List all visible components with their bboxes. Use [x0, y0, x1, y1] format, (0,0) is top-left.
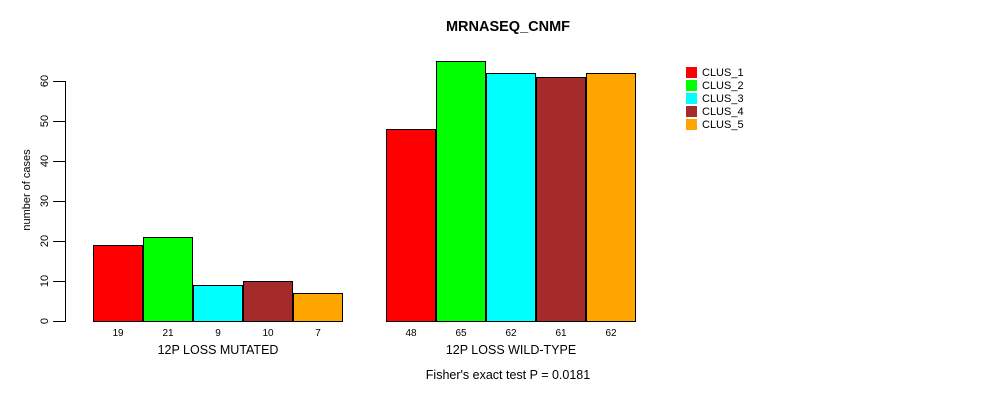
- legend-label: CLUS_4: [702, 106, 744, 118]
- legend-label: CLUS_5: [702, 119, 744, 131]
- y-axis-tick: [53, 81, 65, 82]
- y-axis-tick: [53, 121, 65, 122]
- bar-CLUS_5: [586, 73, 636, 322]
- bar-CLUS_4: [243, 281, 293, 322]
- bar-CLUS_2: [143, 237, 193, 322]
- bar-value-label: 21: [162, 328, 174, 339]
- bar-value-label: 65: [455, 328, 467, 339]
- bar-value-label: 9: [215, 328, 221, 339]
- legend-swatch-CLUS_1: [686, 67, 697, 78]
- y-axis-line: [65, 81, 66, 322]
- y-axis-tick: [53, 321, 65, 322]
- legend-swatch-CLUS_2: [686, 80, 697, 91]
- bar-value-label: 62: [505, 328, 517, 339]
- y-axis-tick-label: 30: [39, 194, 51, 208]
- y-axis-tick-label: 0: [39, 317, 51, 325]
- bar-CLUS_4: [536, 77, 586, 322]
- legend-swatch-CLUS_5: [686, 119, 697, 130]
- bar-value-label: 62: [605, 328, 617, 339]
- bar-value-label: 7: [315, 328, 321, 339]
- group-axis-label: 12P LOSS WILD-TYPE: [445, 343, 577, 357]
- y-axis-tick-label: 50: [39, 114, 51, 128]
- bar-CLUS_5: [293, 293, 343, 322]
- legend-label: CLUS_3: [702, 93, 744, 105]
- y-axis-tick: [53, 281, 65, 282]
- group-axis-label: 12P LOSS MUTATED: [157, 343, 279, 357]
- bar-value-label: 61: [555, 328, 567, 339]
- y-axis-tick-label: 40: [39, 154, 51, 168]
- bar-CLUS_3: [486, 73, 536, 322]
- y-axis-tick: [53, 201, 65, 202]
- y-axis-tick-label: 60: [39, 74, 51, 88]
- y-axis-tick-label: 20: [39, 234, 51, 248]
- bar-CLUS_3: [193, 285, 243, 322]
- chart-title: MRNASEQ_CNMF: [445, 19, 571, 35]
- bar-CLUS_2: [436, 61, 486, 322]
- legend-label: CLUS_1: [702, 67, 744, 79]
- bar-CLUS_1: [386, 129, 436, 322]
- fisher-test-annotation: Fisher's exact test P = 0.0181: [425, 368, 591, 382]
- bar-value-label: 10: [262, 328, 274, 339]
- bar-CLUS_1: [93, 245, 143, 322]
- legend-label: CLUS_2: [702, 80, 744, 92]
- bar-value-label: 19: [112, 328, 124, 339]
- bar-value-label: 48: [405, 328, 417, 339]
- y-axis-title: number of cases: [21, 149, 33, 231]
- y-axis-tick: [53, 241, 65, 242]
- legend-swatch-CLUS_3: [686, 93, 697, 104]
- legend-swatch-CLUS_4: [686, 106, 697, 117]
- y-axis-tick-label: 10: [39, 274, 51, 288]
- y-axis-tick: [53, 161, 65, 162]
